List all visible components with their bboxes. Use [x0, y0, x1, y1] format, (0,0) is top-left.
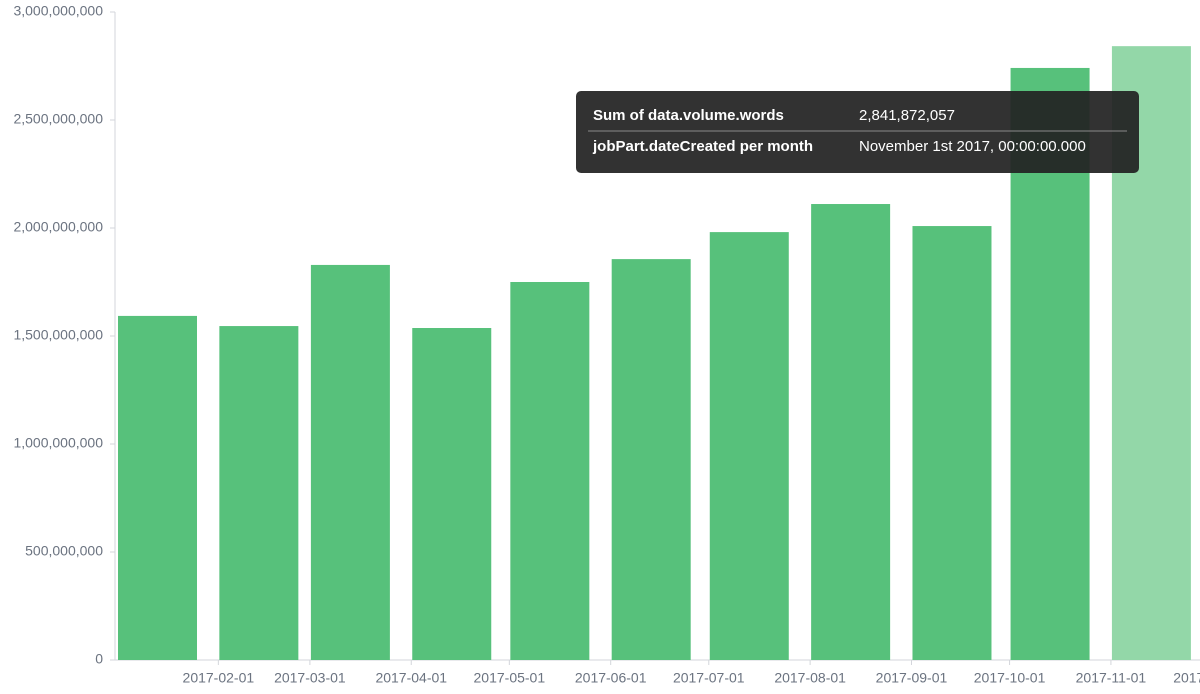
bar: [811, 204, 891, 661]
x-tick-label: 2017-09-01: [876, 670, 948, 686]
bar: [118, 315, 197, 660]
y-tick-label: 1,000,000,000: [13, 435, 103, 451]
tooltip-value-title: Sum of data.volume.words: [593, 107, 784, 124]
tooltip-x-title: jobPart.dateCreated per month: [592, 138, 813, 155]
y-tick-label: 2,500,000,000: [13, 111, 103, 127]
tooltip: Sum of data.volume.words 2,841,872,057 job…: [576, 91, 1139, 173]
y-tick-label: 3,000,000,000: [13, 3, 103, 19]
bar: [219, 326, 299, 660]
x-tick-label: 2017-08-01: [774, 670, 846, 686]
x-tick-label: 2017-02-01: [183, 670, 255, 686]
y-tick-label: 2,000,000,000: [13, 219, 103, 235]
x-tick-label: 2017-05-01: [474, 670, 546, 686]
bar: [412, 328, 492, 660]
x-tick-label: 2017-10-01: [974, 670, 1046, 686]
y-tick-label: 1,500,000,000: [13, 327, 103, 343]
x-tick-label: 2017-03-01: [274, 670, 346, 686]
x-tick-label: 2017-04-01: [375, 670, 447, 686]
tooltip-value: 2,841,872,057: [859, 107, 955, 124]
bar: [310, 264, 390, 660]
bar: [709, 232, 789, 660]
x-tick-label: 2017-07-01: [673, 670, 745, 686]
x-tick-label: 2017-12-01: [1173, 670, 1200, 686]
bar: [611, 259, 691, 660]
bar: [912, 226, 992, 660]
bar: [510, 282, 590, 660]
y-tick-label: 500,000,000: [25, 543, 103, 559]
x-tick-label: 2017-11-01: [1076, 670, 1147, 686]
tooltip-x-label: November 1st 2017, 00:00:00.000: [859, 138, 1086, 155]
y-tick-label: 0: [95, 651, 103, 667]
x-tick-label: 2017-06-01: [575, 670, 647, 686]
tooltip-box: [576, 91, 1139, 173]
